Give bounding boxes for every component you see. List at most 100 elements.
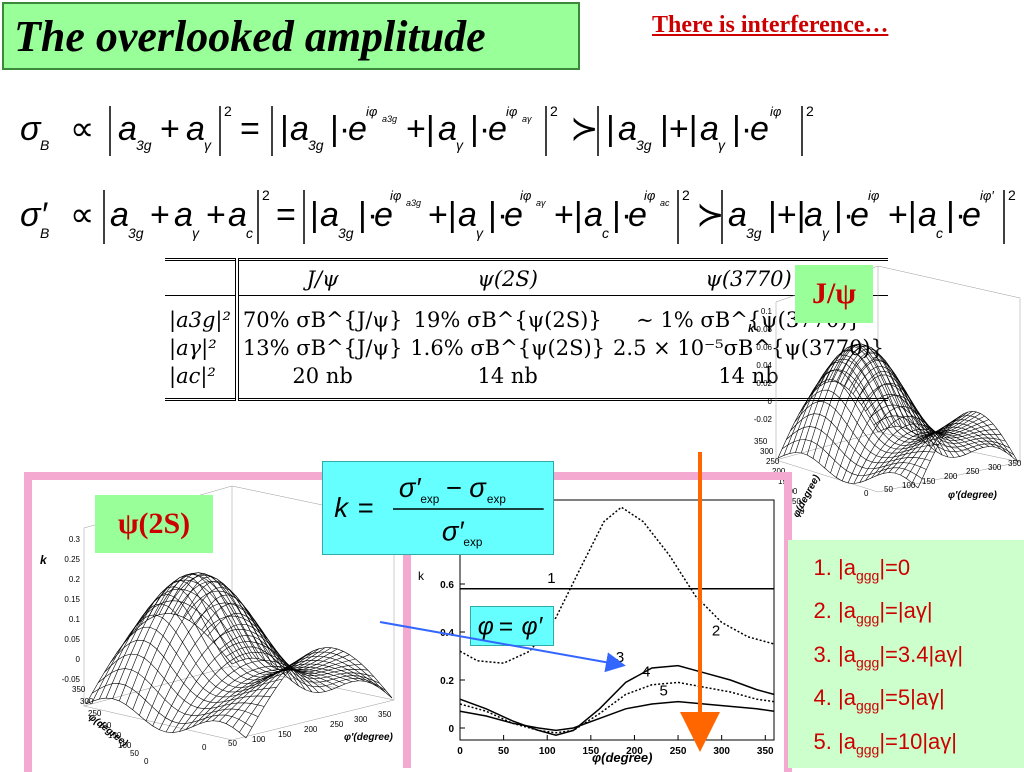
y-tick-label: 0.4 (440, 628, 454, 639)
mesh-line (824, 360, 925, 469)
mesh-line (812, 345, 914, 459)
svg-text:∝: ∝ (70, 110, 94, 148)
z-axis-label: k (40, 553, 48, 567)
y-axis-label: k (418, 569, 425, 583)
svg-text:2: 2 (550, 103, 558, 119)
mesh-line (865, 428, 966, 481)
svg-text:exp: exp (463, 536, 482, 549)
table-cell: 13% σB^{J/ψ} (242, 336, 403, 360)
mesh-line (869, 404, 1010, 449)
mesh-line (212, 666, 359, 721)
svg-text:a: a (186, 110, 205, 148)
table-cell: 70% σB^{J/ψ} (242, 308, 403, 332)
mesh-line (818, 351, 920, 464)
table-cell: 14 nb (477, 364, 538, 388)
amplitude-list: |aggg|=0 |aggg|=|aγ| |aggg|=3.4|aγ| |agg… (788, 540, 1024, 768)
mesh-line (125, 574, 273, 705)
svg-text:|·: |· (488, 196, 508, 234)
jpsi-label: J/ψ (795, 265, 873, 323)
svg-text:σ′: σ′ (442, 515, 465, 546)
svg-text:σ′: σ′ (399, 472, 422, 503)
k-formula-box: k = σ′ exp − σ exp σ′ exp (322, 461, 554, 555)
slide-subtitle: There is interference… (652, 12, 889, 38)
mesh-line (165, 641, 313, 733)
x-tick-label: 300 (713, 746, 730, 757)
table-header-cell: ψ(2S) (406, 259, 610, 296)
svg-text:+|: +| (554, 196, 583, 234)
x-tick-label: 150 (582, 746, 599, 757)
svg-text:|·: |· (834, 196, 854, 234)
mesh-line (848, 358, 989, 435)
svg-text:B: B (40, 137, 49, 153)
svg-text:σ: σ (20, 110, 42, 148)
svg-text:|·: |· (330, 110, 350, 148)
mesh-line (164, 572, 326, 672)
svg-text:ac: ac (660, 198, 670, 208)
svg-text:iφ: iφ (366, 104, 378, 119)
svg-text:|: | (280, 110, 289, 148)
svg-text:γ: γ (822, 225, 830, 241)
svg-text:φ: φ (478, 614, 494, 641)
amplitude-table: J/ψ ψ(2S) ψ(3770) |a3g|² 70% σB^{J/ψ} 19… (165, 258, 888, 401)
y-axis-label: φ′(degree) (948, 490, 998, 501)
svg-text:3g: 3g (136, 137, 152, 153)
mesh-line (179, 660, 326, 732)
svg-text:+: + (160, 110, 180, 148)
y-tick: 300 (354, 715, 368, 724)
psi2s-surface-mesh (85, 572, 393, 739)
svg-text:a: a (458, 196, 477, 234)
svg-text:γ: γ (192, 225, 200, 241)
svg-text:+|: +| (406, 110, 435, 148)
y-tick: 50 (228, 739, 237, 748)
svg-text:a: a (700, 110, 719, 148)
z-tick: 0.05 (64, 635, 80, 644)
svg-text:3g: 3g (308, 137, 324, 153)
x-tick: 250 (88, 709, 102, 718)
mesh-line (917, 411, 1019, 489)
z-tick: 0 (768, 397, 773, 406)
x-axis-ticks: 350 300 250 200 150 100 50 0 (72, 685, 149, 766)
jpsi-surface-mesh (777, 343, 1019, 489)
svg-text:aγ: aγ (536, 198, 546, 208)
table-row-label: |ac|² (165, 362, 239, 400)
list-item: |aggg|=|aγ| (838, 593, 1024, 636)
svg-text:a: a (728, 196, 747, 234)
slide-title: The overlooked amplitude (14, 11, 486, 61)
psi2s-surface-plot: k 0.3 0.25 0.2 0.15 0.1 0.05 0 -0.05 350… (40, 485, 395, 766)
z-tick: 0.04 (756, 361, 772, 370)
svg-text:|·: |· (470, 110, 490, 148)
svg-text:e: e (850, 196, 869, 234)
svg-text:|+|: |+| (768, 196, 806, 234)
svg-text:≻: ≻ (570, 110, 599, 148)
phi-equal-box: φ = φ′ (470, 606, 554, 646)
svg-text:=: = (276, 196, 296, 234)
mesh-line (239, 651, 386, 733)
svg-text:≻: ≻ (696, 196, 725, 234)
y-tick: 100 (252, 735, 266, 744)
svg-text:iφ: iφ (644, 188, 656, 203)
x-tick: 350 (72, 685, 86, 694)
svg-text:+: + (150, 196, 170, 234)
mesh-line (783, 369, 885, 456)
mesh-line (152, 615, 299, 727)
y-tick: 150 (278, 730, 292, 739)
series-line-3 (459, 664, 775, 736)
svg-text:a: a (320, 196, 339, 234)
x-tick-label: 350 (757, 746, 774, 757)
mesh-line (219, 663, 366, 722)
x-axis-label: φ(degree) (791, 473, 823, 520)
x-axis-label: φ(degree) (86, 712, 130, 750)
title-box: The overlooked amplitude (2, 2, 580, 70)
list-item: |aggg|=5|aγ| (838, 680, 1024, 723)
svg-text:iφ: iφ (770, 104, 782, 119)
svg-text:a: a (228, 196, 247, 234)
mesh-line (777, 381, 879, 459)
list-item: |aggg|=0 (838, 550, 1024, 593)
svg-text:a3g: a3g (406, 198, 421, 208)
svg-text:γ: γ (718, 137, 726, 153)
svg-text:aγ: aγ (522, 114, 532, 124)
x-tick: 100 (118, 741, 132, 750)
series-label-1: 1 (547, 570, 555, 587)
table-header-cell (165, 259, 239, 296)
